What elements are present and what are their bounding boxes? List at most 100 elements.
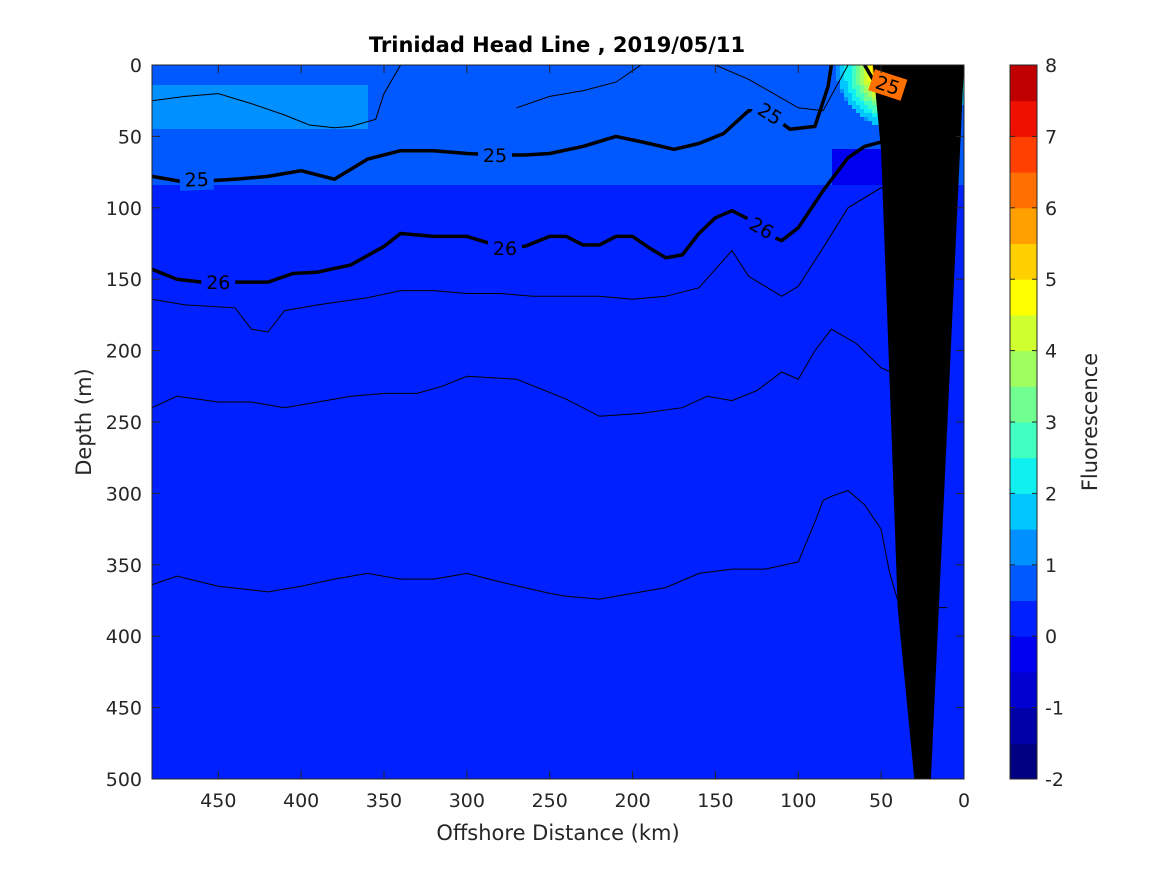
field-cell bbox=[188, 521, 193, 526]
field-cell bbox=[160, 597, 165, 602]
field-cell bbox=[228, 445, 233, 450]
field-cell bbox=[240, 65, 245, 70]
field-cell bbox=[248, 465, 253, 470]
field-cell bbox=[204, 589, 209, 594]
field-cell bbox=[176, 761, 181, 766]
field-cell bbox=[260, 657, 265, 662]
field-cell bbox=[160, 93, 165, 98]
field-cell bbox=[164, 225, 169, 230]
field-cell bbox=[260, 509, 265, 514]
field-cell bbox=[248, 613, 253, 618]
field-cell bbox=[160, 393, 165, 398]
field-cell bbox=[188, 293, 193, 298]
field-cell bbox=[180, 533, 185, 538]
field-cell bbox=[184, 377, 189, 382]
field-cell bbox=[224, 525, 229, 530]
field-cell bbox=[228, 641, 233, 646]
field-cell bbox=[176, 85, 181, 90]
field-cell bbox=[168, 165, 173, 170]
field-cell bbox=[180, 525, 185, 530]
field-cell bbox=[260, 585, 265, 590]
field-cell bbox=[252, 633, 257, 638]
field-cell bbox=[228, 741, 233, 746]
field-cell bbox=[192, 97, 197, 102]
field-cell bbox=[260, 477, 265, 482]
field-cell bbox=[188, 625, 193, 630]
field-cell bbox=[216, 565, 221, 570]
field-cell bbox=[256, 197, 261, 202]
field-cell bbox=[220, 553, 225, 558]
field-cell bbox=[168, 525, 173, 530]
field-cell bbox=[204, 137, 209, 142]
field-cell bbox=[152, 629, 157, 634]
field-cell bbox=[184, 117, 189, 122]
field-cell bbox=[240, 385, 245, 390]
field-cell bbox=[200, 301, 205, 306]
field-cell bbox=[244, 597, 249, 602]
field-cell bbox=[232, 265, 237, 270]
field-cell bbox=[200, 657, 205, 662]
field-cell bbox=[244, 105, 249, 110]
field-cell bbox=[244, 153, 249, 158]
field-cell bbox=[232, 153, 237, 158]
field-cell bbox=[188, 689, 193, 694]
field-cell bbox=[244, 521, 249, 526]
field-cell bbox=[248, 133, 253, 138]
field-cell bbox=[244, 653, 249, 658]
field-cell bbox=[184, 689, 189, 694]
field-cell bbox=[172, 65, 177, 70]
field-cell bbox=[220, 669, 225, 674]
field-cell bbox=[220, 185, 225, 190]
field-cell bbox=[240, 605, 245, 610]
field-cell bbox=[252, 133, 257, 138]
field-cell bbox=[192, 509, 197, 514]
field-cell bbox=[204, 377, 209, 382]
field-cell bbox=[248, 741, 253, 746]
field-cell bbox=[260, 289, 265, 294]
field-cell bbox=[232, 341, 237, 346]
field-cell bbox=[176, 321, 181, 326]
field-cell bbox=[180, 733, 185, 738]
field-cell bbox=[252, 237, 257, 242]
field-cell bbox=[252, 761, 257, 766]
field-cell bbox=[260, 425, 265, 430]
field-cell bbox=[208, 541, 213, 546]
field-cell bbox=[216, 209, 221, 214]
field-cell bbox=[156, 617, 161, 622]
field-cell bbox=[240, 769, 245, 774]
field-cell bbox=[200, 509, 205, 514]
field-cell bbox=[228, 337, 233, 342]
field-cell bbox=[260, 85, 265, 90]
field-cell bbox=[208, 137, 213, 142]
field-cell bbox=[160, 413, 165, 418]
field-cell bbox=[252, 669, 257, 674]
field-cell bbox=[156, 389, 161, 394]
field-cell bbox=[224, 649, 229, 654]
field-cell bbox=[232, 661, 237, 666]
field-cell bbox=[260, 285, 265, 290]
field-cell bbox=[232, 669, 237, 674]
field-cell bbox=[256, 321, 261, 326]
field-cell bbox=[200, 669, 205, 674]
field-cell bbox=[164, 181, 169, 186]
field-cell bbox=[188, 109, 193, 114]
field-cell bbox=[200, 569, 205, 574]
field-cell bbox=[248, 65, 253, 70]
field-cell bbox=[184, 125, 189, 130]
field-cell bbox=[180, 581, 185, 586]
field-cell bbox=[248, 105, 253, 110]
field-cell bbox=[168, 617, 173, 622]
field-cell bbox=[160, 65, 165, 70]
field-cell bbox=[236, 733, 241, 738]
field-cell bbox=[172, 593, 177, 598]
field-cell bbox=[208, 697, 213, 702]
field-cell bbox=[180, 313, 185, 318]
field-cell bbox=[184, 437, 189, 442]
field-cell bbox=[252, 713, 257, 718]
field-cell bbox=[164, 697, 169, 702]
field-cell bbox=[212, 333, 217, 338]
field-cell bbox=[196, 345, 201, 350]
field-cell bbox=[156, 213, 161, 218]
field-cell bbox=[224, 513, 229, 518]
field-cell bbox=[232, 753, 237, 758]
